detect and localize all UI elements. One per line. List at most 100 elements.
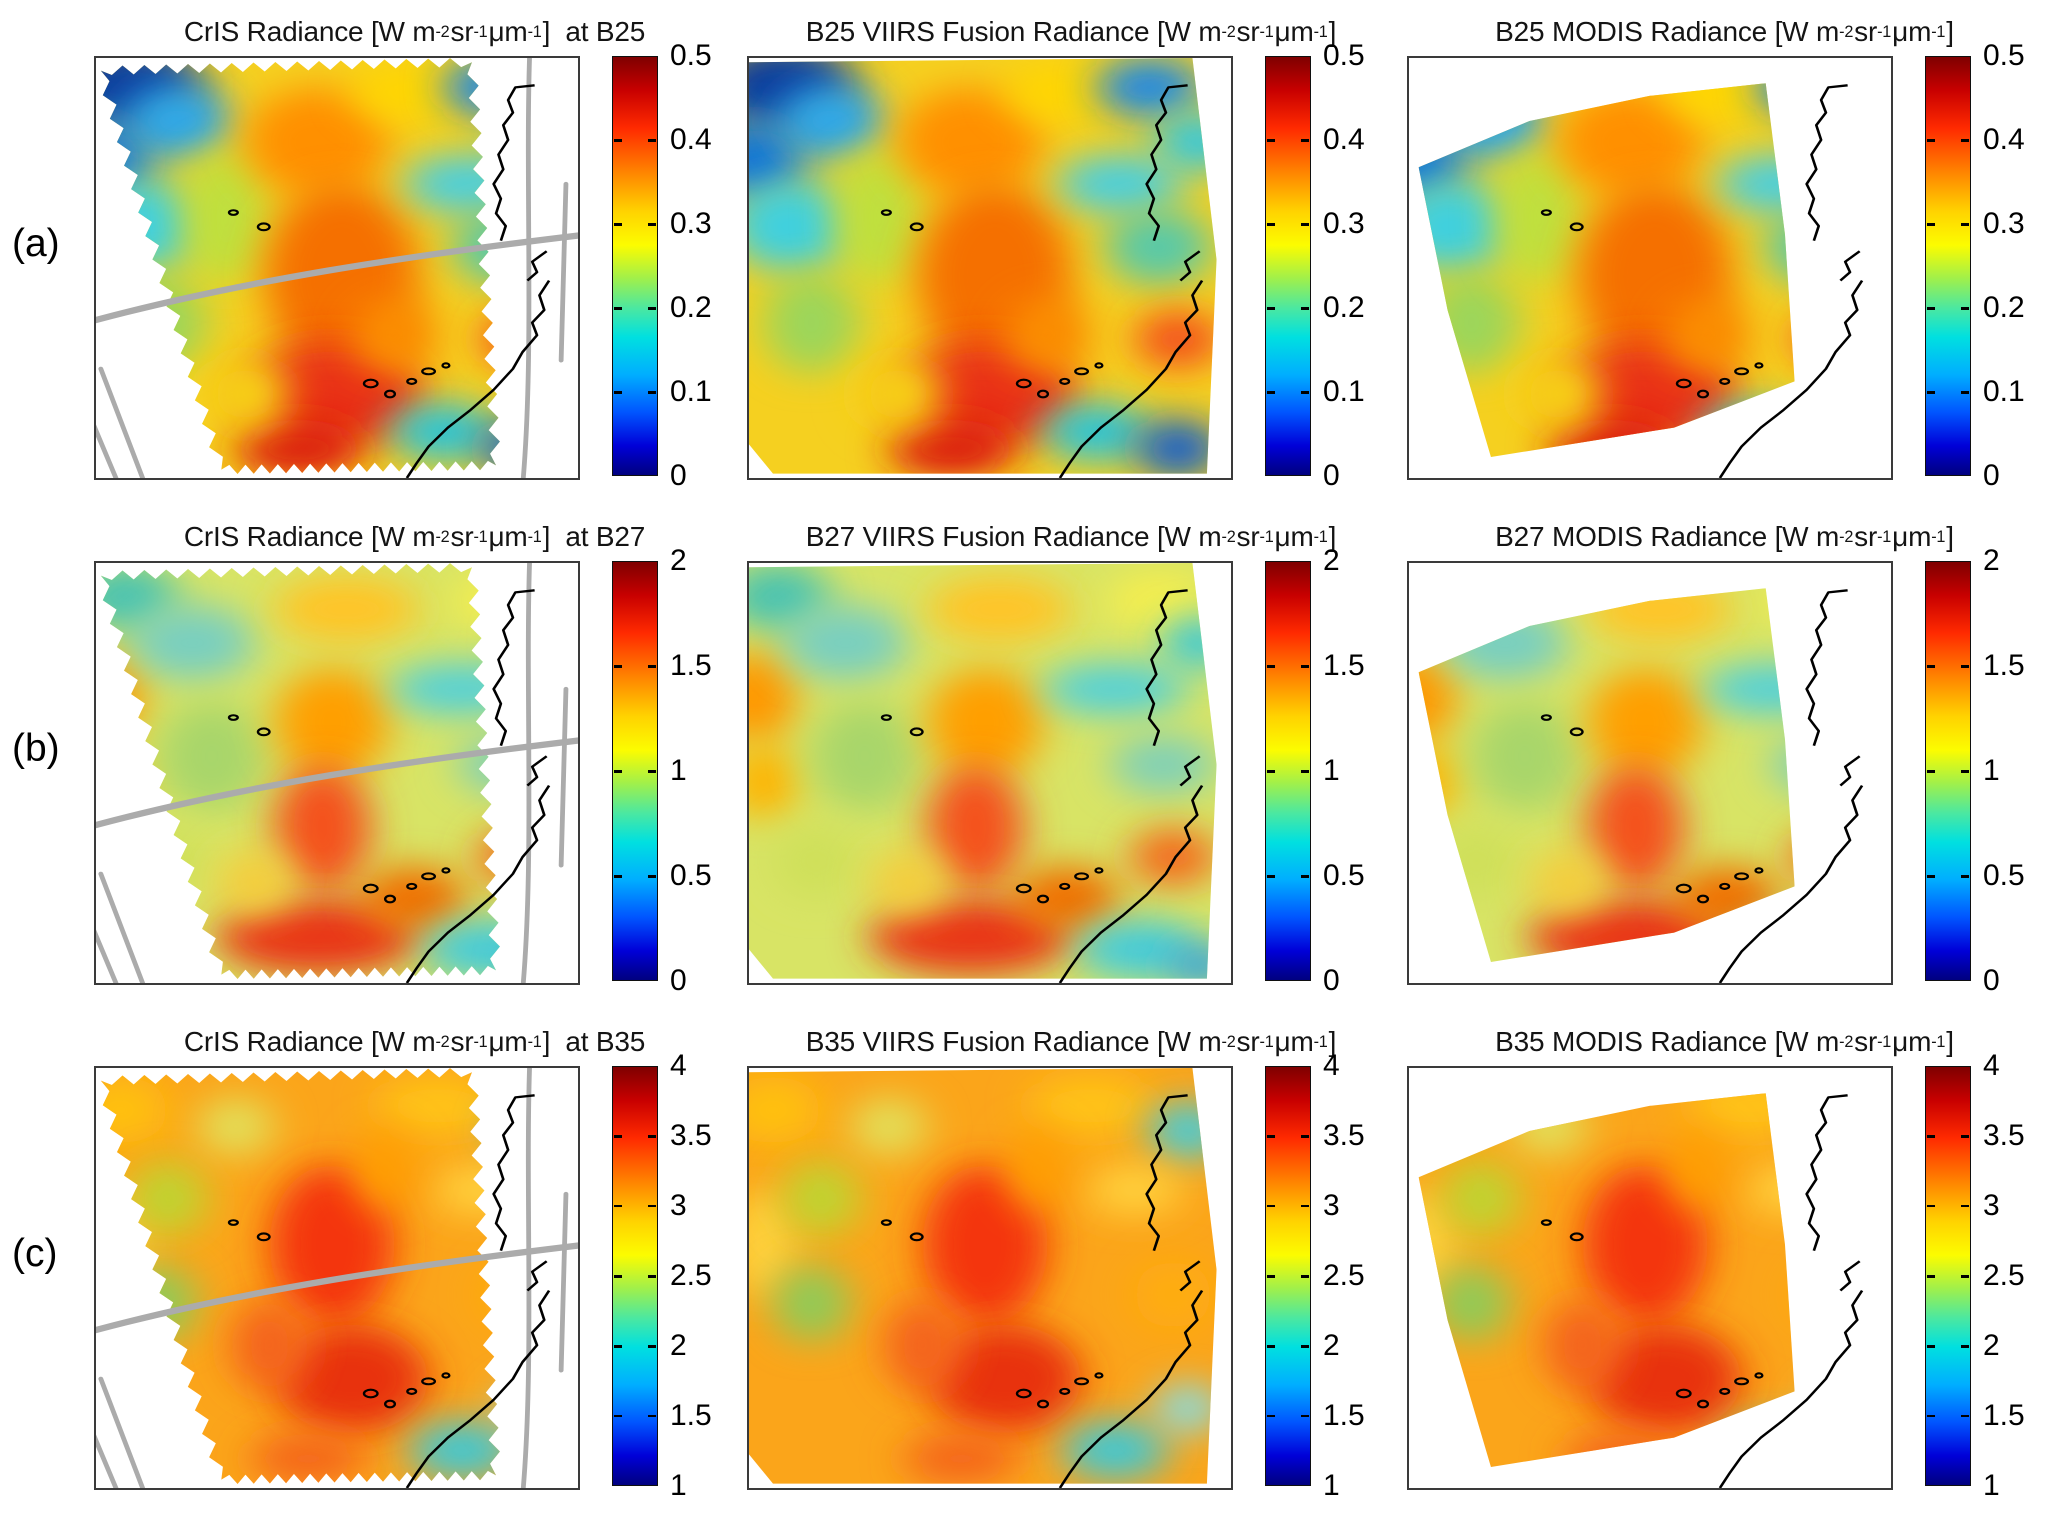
colorbar-tick-label: 1.5 xyxy=(670,649,712,682)
map-panel-B25-viirs xyxy=(747,56,1233,480)
panel-title-B25-modis: B25 MODIS Radiance [W m -2 sr -1 μm -1] xyxy=(1495,16,1954,47)
colorbar-tick-label: 1.5 xyxy=(1983,1398,2025,1432)
colorbar-B27-viirs: 2 1.5 1 0.5 0 xyxy=(1265,544,1393,1021)
panel-title-B27-viirs: B27 VIIRS Fusion Radiance [W m -2 sr -1 μm… xyxy=(805,521,1337,552)
colorbar-tick-label: 2.5 xyxy=(670,1259,712,1292)
row-label-cell: (c) xyxy=(0,1010,88,1514)
row-label-B27: (b) xyxy=(12,727,60,770)
colorbar-tick-mark xyxy=(1961,139,1969,142)
row-label-B25: (a) xyxy=(12,222,60,265)
gray-graticule-lines xyxy=(96,58,578,478)
colorbar-tick-label: 1 xyxy=(670,754,687,787)
colorbar-tick-label: 0.2 xyxy=(1983,291,2025,324)
colorbar-tick-label: 2 xyxy=(1983,544,2000,577)
map-panel-B35-cris xyxy=(94,1066,580,1490)
colorbar-tick-mark xyxy=(1267,1345,1275,1348)
map-panel-B35-viirs xyxy=(747,1066,1233,1490)
colorbar-tick-mark xyxy=(1301,770,1309,773)
colorbar-tick-mark xyxy=(1267,391,1275,394)
colorbar-tick-mark xyxy=(1301,875,1309,878)
colorbar-tick-mark xyxy=(1927,770,1935,773)
colorbar-tick-label: 0.3 xyxy=(670,207,712,240)
panel-cell-B25-cris: CrIS Radiance [W m -2 sr -1 μm -1] at B25 0.… xyxy=(88,0,741,505)
row-label-cell: (a) xyxy=(0,0,88,505)
colorbar-tick-label: 4 xyxy=(670,1049,687,1082)
colorbar-tick-label: 3 xyxy=(1323,1188,1340,1222)
row-label-B35: (c) xyxy=(12,1232,58,1275)
row-label-cell: (b) xyxy=(0,505,88,1010)
panel-row: 2 1.5 1 0.5 0 xyxy=(1407,544,2048,1021)
colorbar-tick-mark xyxy=(648,223,656,226)
colorbar-tick-mark xyxy=(1301,1345,1309,1348)
map-panel-B25-cris xyxy=(94,56,580,480)
colorbar-tick-mark xyxy=(1927,1204,1935,1208)
colorbar-tick-mark xyxy=(614,139,622,142)
panel-row: 0.5 0.4 0.3 0.2 0.1 0 xyxy=(747,39,1401,516)
colorbar-tick-mark xyxy=(1301,1135,1309,1138)
colorbar-tick-mark xyxy=(1927,139,1935,142)
colorbar-tick-label: 3.5 xyxy=(670,1119,712,1152)
colorbar-tick-mark xyxy=(1961,875,1969,878)
coastline xyxy=(227,589,551,983)
panel-title-B35-viirs: B35 VIIRS Fusion Radiance [W m -2 sr -1 μm… xyxy=(805,1026,1337,1057)
colorbar-tick-label: 4 xyxy=(1983,1049,2000,1082)
colorbar-gradient xyxy=(1265,56,1311,476)
colorbar-B27-modis: 2 1.5 1 0.5 0 xyxy=(1925,544,2048,1021)
colorbar-tick-label: 0.5 xyxy=(670,859,712,892)
panel-cell-B27-modis: B27 MODIS Radiance [W m -2 sr -1 μm -1] 2 1.5… xyxy=(1401,505,2048,1010)
map-panel-B27-modis xyxy=(1407,561,1893,985)
colorbar-tick-mark xyxy=(648,1204,656,1208)
colorbar-tick-mark xyxy=(648,665,656,668)
colorbar-tick-mark xyxy=(614,391,622,394)
colorbar-tick-mark xyxy=(1927,223,1935,226)
colorbar-tick-mark xyxy=(648,391,656,394)
colorbar-tick-label: 0.2 xyxy=(670,291,712,324)
colorbar-tick-label: 0.3 xyxy=(1983,207,2025,240)
panel-cell-B35-modis: B35 MODIS Radiance [W m -2 sr -1 μm -1] 4 3.5… xyxy=(1401,1010,2048,1514)
panel-row: 2 1.5 1 0.5 0 xyxy=(94,544,741,1021)
colorbar-tick-mark xyxy=(648,139,656,142)
colorbar-tick-label: 0.3 xyxy=(1323,207,1365,240)
colorbar-tick-mark xyxy=(1961,1345,1969,1348)
colorbar-tick-label: 1.5 xyxy=(1323,649,1365,682)
colorbar-tick-label: 3 xyxy=(1983,1188,2000,1222)
colorbar-tick-mark xyxy=(614,770,622,773)
colorbar-tick-mark xyxy=(1267,875,1275,878)
map-svg xyxy=(96,58,578,478)
colorbar-tick-label: 0.4 xyxy=(1983,123,2025,156)
map-svg xyxy=(96,1068,578,1488)
colorbar-gradient xyxy=(612,56,658,476)
colorbar-tick-mark xyxy=(1961,307,1969,310)
panel-title-B27-cris: CrIS Radiance [W m -2 sr -1 μm -1] at B27 xyxy=(183,521,646,552)
colorbar-gradient xyxy=(1925,56,1971,476)
colorbar-tick-label: 0.2 xyxy=(1323,291,1365,324)
colorbar-tick-mark xyxy=(614,1275,622,1278)
colorbar-tick-label: 2.5 xyxy=(1323,1259,1365,1292)
colorbar-tick-mark xyxy=(1267,1135,1275,1138)
panel-cell-B35-viirs: B35 VIIRS Fusion Radiance [W m -2 sr -1 μm… xyxy=(741,1010,1401,1514)
colorbar-tick-mark xyxy=(1961,223,1969,226)
colorbar-tick-mark xyxy=(1301,223,1309,226)
panel-title-B35-cris: CrIS Radiance [W m -2 sr -1 μm -1] at B35 xyxy=(183,1026,646,1057)
colorbar-tick-mark xyxy=(1927,1414,1935,1418)
coastline xyxy=(880,84,1204,478)
panel-cell-B25-viirs: B25 VIIRS Fusion Radiance [W m -2 sr -1 μm… xyxy=(741,0,1401,505)
colorbar-tick-label: 0.1 xyxy=(1323,375,1365,408)
map-svg xyxy=(749,58,1217,478)
colorbar-tick-label: 1 xyxy=(1323,754,1340,787)
coastline xyxy=(227,84,551,478)
colorbar-tick-label: 2 xyxy=(670,544,687,577)
colorbar-tick-mark xyxy=(614,1414,622,1418)
colorbar-tick-mark xyxy=(614,1204,622,1208)
colorbar-tick-mark xyxy=(1961,1414,1969,1418)
colorbar-tick-mark xyxy=(1961,391,1969,394)
radiance-field-swath xyxy=(100,563,500,979)
coastline xyxy=(1540,84,1864,478)
colorbar-tick-mark xyxy=(1301,1204,1309,1208)
colorbar-tick-label: 0 xyxy=(1323,964,1340,997)
map-svg xyxy=(1418,1093,1864,1488)
panel-cell-B27-cris: CrIS Radiance [W m -2 sr -1 μm -1] at B27 2 1… xyxy=(88,505,741,1010)
colorbar-tick-mark xyxy=(648,1414,656,1418)
colorbar-B35-modis: 4 3.5 3 2.5 2 1.5 1 xyxy=(1925,1049,2048,1514)
colorbar-tick-mark xyxy=(1961,1275,1969,1278)
